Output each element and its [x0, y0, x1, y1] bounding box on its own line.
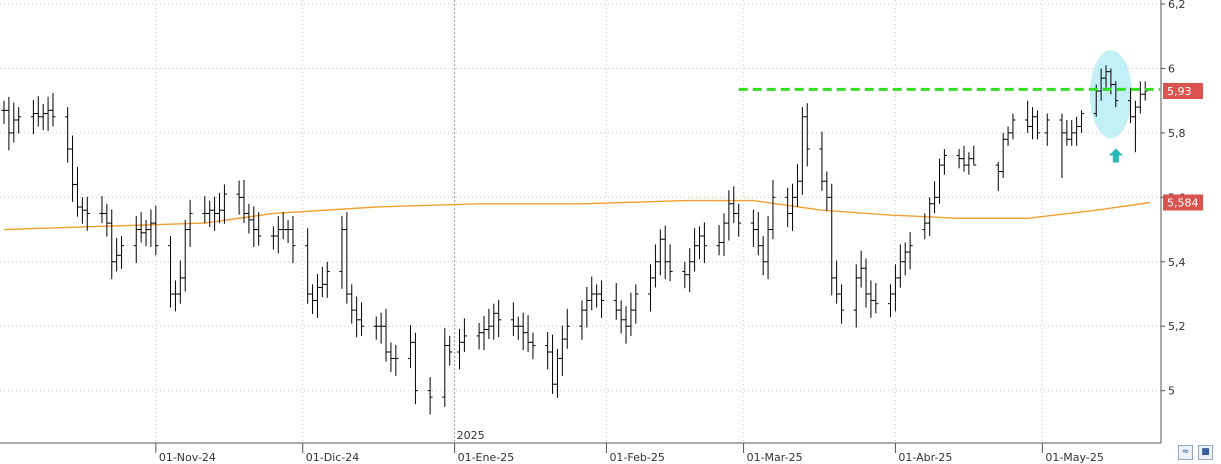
y-tick-label: 5	[1168, 385, 1175, 398]
floppy-disk-icon[interactable]: ■	[1198, 445, 1213, 460]
price-label: 5,93	[1167, 85, 1192, 98]
price-label: 5,584	[1167, 196, 1199, 209]
plot-area	[0, 0, 1161, 443]
price-label-box	[1163, 83, 1203, 99]
y-tick-label: 6,2	[1168, 0, 1186, 11]
moving-average-line	[3, 199, 1151, 231]
y-tick-label: 5,2	[1168, 320, 1186, 333]
highlight-ellipse	[1089, 50, 1132, 139]
x-tick-label: 01-May-25	[1045, 451, 1103, 464]
x-tick-label: 01-Feb-25	[609, 451, 664, 464]
up-arrow-icon	[1108, 148, 1123, 163]
x-tick-label: 01-Abr-25	[898, 451, 952, 464]
price-label-box	[1163, 194, 1203, 211]
year-marker-label: 2025	[457, 429, 485, 442]
y-tick-label: 6	[1168, 62, 1175, 75]
y-tick-label: 5,4	[1168, 256, 1186, 269]
x-tick-label: 01-Mar-25	[747, 451, 803, 464]
x-tick-label: 01-Dic-24	[306, 451, 360, 464]
x-tick-label: 01-Nov-24	[159, 451, 216, 464]
x-tick-label: 01-Ene-25	[458, 451, 515, 464]
double-chevron-icon[interactable]: ≈	[1178, 445, 1193, 460]
y-tick-label: 5,8	[1168, 127, 1186, 140]
